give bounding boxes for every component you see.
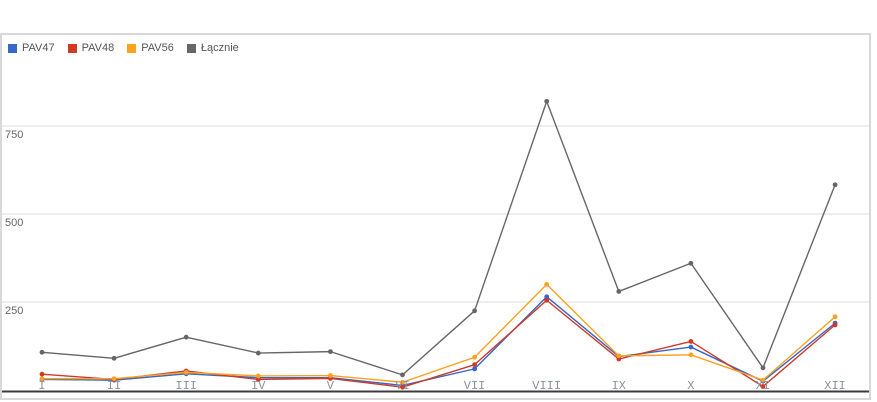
data-point-PAV56-III[interactable] — [183, 370, 189, 375]
data-point-PAV56-I[interactable] — [39, 376, 45, 382]
data-point-PAV47-X[interactable] — [688, 344, 694, 350]
data-point-PAV56-II[interactable] — [111, 376, 117, 382]
data-point-PAV56-V[interactable] — [328, 373, 333, 378]
data-point-Łącznie-VII[interactable] — [472, 308, 477, 314]
legend-item-PAV56[interactable]: PAV56 — [127, 43, 174, 54]
data-point-Łącznie-V[interactable] — [328, 349, 333, 355]
legend-item-Łącznie[interactable]: Łącznie — [186, 42, 239, 54]
data-point-Łącznie-III[interactable] — [183, 334, 189, 340]
data-point-Łącznie-VIII[interactable] — [544, 98, 550, 104]
data-point-PAV48-XII[interactable] — [832, 322, 838, 328]
data-point-PAV56-IX[interactable] — [616, 353, 622, 359]
data-point-PAV56-XI[interactable] — [760, 377, 766, 383]
data-point-Łącznie-VI[interactable] — [400, 372, 405, 378]
data-point-Łącznie-I[interactable] — [39, 349, 45, 355]
legend-item-PAV48[interactable]: PAV48 — [67, 42, 115, 54]
legend-label-PAV56: PAV56 — [141, 42, 174, 54]
chart-panel: PAV47 PAV48 PAV56 Łącznie — [0, 33, 871, 400]
data-point-PAV48-XI[interactable] — [760, 384, 766, 389]
data-point-Łącznie-II[interactable] — [111, 355, 117, 361]
legend-label-PAV48: PAV48 — [81, 42, 115, 54]
legend-swatch-Łącznie — [186, 44, 196, 53]
data-point-PAV56-VI[interactable] — [400, 379, 405, 385]
data-point-PAV56-VIII[interactable] — [544, 282, 550, 287]
legend-item-PAV47[interactable]: PAV47 — [8, 43, 55, 54]
data-point-PAV56-VII[interactable] — [472, 354, 477, 360]
data-point-PAV56-XII[interactable] — [832, 314, 838, 320]
data-point-PAV48-I[interactable] — [39, 371, 45, 377]
data-point-Łącznie-IV[interactable] — [255, 350, 261, 356]
legend-swatch-PAV48 — [67, 44, 77, 53]
data-point-Łącznie-IX[interactable] — [616, 289, 622, 294]
legend-label-PAV47: PAV47 — [22, 42, 55, 54]
legend-swatch-PAV56 — [127, 44, 137, 53]
data-point-PAV56-IV[interactable] — [255, 373, 261, 379]
legend-swatch-PAV47 — [8, 44, 17, 53]
data-point-Łącznie-XI[interactable] — [760, 365, 766, 371]
data-point-Łącznie-X[interactable] — [688, 260, 694, 266]
data-point-Łącznie-XII[interactable] — [832, 182, 838, 188]
chart-legend: PAV47 PAV48 PAV56 Łącznie — [8, 43, 239, 54]
data-point-PAV48-X[interactable] — [688, 339, 694, 344]
legend-label-Łącznie: Łącznie — [200, 42, 239, 54]
data-point-PAV56-X[interactable] — [688, 352, 694, 358]
data-point-PAV48-VIII[interactable] — [544, 297, 550, 303]
data-point-PAV47-VII[interactable] — [472, 366, 477, 372]
data-point-PAV48-VI[interactable] — [400, 384, 405, 390]
data-point-PAV48-VII[interactable] — [472, 362, 477, 368]
